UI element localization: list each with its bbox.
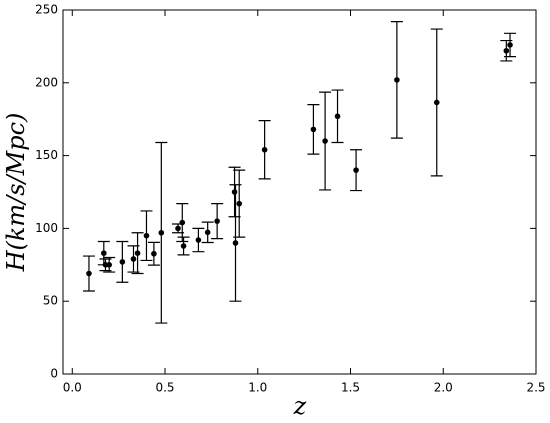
point xyxy=(119,259,126,265)
point xyxy=(158,229,165,236)
point xyxy=(261,146,268,153)
x-tick-label: 2.5 xyxy=(526,381,545,395)
y-axis-label: H(km/s/Mpc) xyxy=(2,113,30,273)
x-tick-label: 2.0 xyxy=(434,381,453,395)
x-axis-label: z xyxy=(293,392,307,420)
point xyxy=(134,250,141,256)
point xyxy=(231,189,238,195)
point xyxy=(179,219,186,226)
point xyxy=(232,240,239,246)
plot-frame xyxy=(62,9,537,375)
y-tick-label: 250 xyxy=(35,3,58,17)
point xyxy=(106,262,112,268)
point xyxy=(334,113,341,120)
y-tick-label: 0 xyxy=(50,367,58,381)
point xyxy=(180,243,187,249)
point xyxy=(322,138,328,144)
point xyxy=(101,250,107,256)
point xyxy=(214,218,220,224)
y-tick-label: 100 xyxy=(35,221,58,235)
point xyxy=(394,77,400,83)
point xyxy=(353,167,359,173)
point xyxy=(130,256,137,262)
x-tick-label: 0.0 xyxy=(63,381,82,395)
point xyxy=(175,225,181,232)
y-tick-label: 50 xyxy=(43,294,58,308)
point xyxy=(433,99,440,106)
point xyxy=(143,232,150,239)
x-tick-label: 0.5 xyxy=(155,381,174,395)
point xyxy=(204,229,211,236)
point xyxy=(195,237,202,243)
point xyxy=(236,200,243,207)
point xyxy=(503,47,510,54)
x-tick-label: 1.0 xyxy=(248,381,267,395)
point xyxy=(86,270,92,277)
point xyxy=(310,126,317,133)
point xyxy=(151,250,157,257)
y-tick-label: 150 xyxy=(35,148,58,162)
point xyxy=(507,42,513,48)
x-tick-label: 1.5 xyxy=(341,381,360,395)
y-tick-label: 200 xyxy=(35,75,58,89)
